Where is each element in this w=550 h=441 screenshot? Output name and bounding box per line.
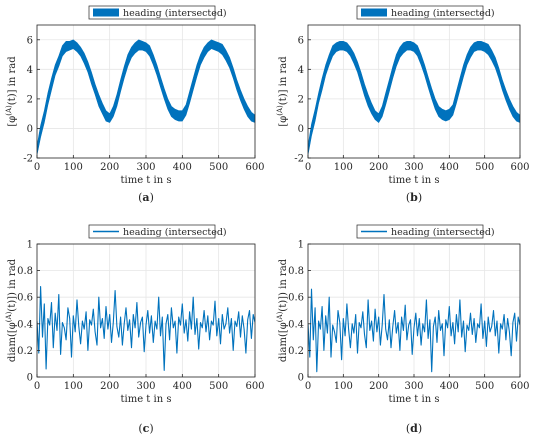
x-tick-label: 600 [245, 381, 264, 392]
y-tick-label: 1 [27, 240, 33, 251]
series-group [308, 288, 520, 373]
x-tick-label: 100 [64, 162, 83, 173]
y-tick-label: 1 [298, 240, 304, 251]
x-tick-label: 400 [440, 162, 459, 173]
y-tick-label: 0.4 [288, 319, 304, 330]
x-tick-label: 100 [334, 162, 353, 173]
legend: heading (intersected) [356, 5, 495, 20]
legend-box [356, 224, 484, 239]
y-tick-label: 0 [27, 373, 33, 384]
y-tick-label: 6 [27, 35, 33, 46]
panel-caption: (c) [138, 422, 153, 435]
x-tick-label: 200 [369, 381, 388, 392]
y-tick-label: 0 [298, 373, 304, 384]
y-tick-label: 0.8 [17, 266, 33, 277]
x-tick-label: 0 [305, 381, 311, 392]
panel-d: 0 100 200 300 400 500 600 0 0.2 0.4 0.6 0.8 1 time t … [276, 224, 530, 405]
y-tick-label: 0.6 [288, 293, 304, 304]
legend-label: heading (intersected) [391, 8, 495, 19]
legend-box [88, 224, 216, 239]
y-tick-label: 0.2 [17, 346, 33, 357]
x-tick-label: 300 [404, 381, 423, 392]
x-tick-label: 600 [510, 162, 529, 173]
legend: heading (intersected) [88, 224, 227, 239]
x-tick-label: 600 [245, 162, 264, 173]
x-tick-label: 400 [440, 381, 459, 392]
series-group [37, 286, 255, 371]
x-tick-label: 500 [475, 381, 494, 392]
x-tick-label: 100 [64, 381, 83, 392]
y-tick-label: 0 [27, 124, 33, 135]
series-group [308, 41, 520, 156]
x-tick-label: 0 [34, 381, 40, 392]
heading-line [37, 286, 255, 371]
y-tick-label: 0.4 [17, 319, 33, 330]
x-tick-label: 500 [209, 381, 228, 392]
y-tick-label: -2 [294, 154, 304, 165]
panel-caption: (a) [138, 191, 154, 204]
legend-label: heading (intersected) [391, 227, 495, 238]
legend-label: heading (intersected) [123, 227, 227, 238]
legend: heading (intersected) [88, 5, 227, 20]
x-tick-label: 0 [305, 162, 311, 173]
heading-band [308, 41, 520, 156]
x-axis-label: time t in s [121, 394, 172, 405]
x-tick-label: 400 [173, 381, 192, 392]
y-axis-label: diam([φ(A)(t)]) in rad [276, 258, 289, 362]
x-tick-label: 200 [100, 381, 119, 392]
heading-line [308, 288, 520, 373]
x-tick-label: 300 [404, 162, 423, 173]
series-group [37, 39, 255, 156]
y-tick-label: 4 [298, 65, 304, 76]
x-tick-label: 200 [369, 162, 388, 173]
x-tick-label: 500 [209, 162, 228, 173]
y-axis-label: [φ(A)(t)] in rad [276, 56, 289, 127]
x-tick-label: 500 [475, 162, 494, 173]
y-tick-label: 4 [27, 65, 33, 76]
x-tick-label: 300 [136, 162, 155, 173]
x-axis-label: time t in s [389, 394, 440, 405]
y-tick-label: -2 [23, 154, 33, 165]
panel-caption: (b) [406, 191, 422, 204]
legend: heading (intersected) [356, 224, 495, 239]
y-tick-label: 0.2 [288, 346, 304, 357]
y-tick-label: 0.8 [288, 266, 304, 277]
legend-label: heading (intersected) [123, 8, 227, 19]
y-axis-label: [φ(A)(t)] in rad [5, 56, 18, 127]
x-axis-label: time t in s [389, 175, 440, 186]
y-tick-label: 6 [298, 35, 304, 46]
y-tick-label: 2 [298, 94, 304, 105]
y-tick-label: 2 [27, 94, 33, 105]
x-tick-label: 400 [173, 162, 192, 173]
panel-c: 0 100 200 300 400 500 600 0 0.2 0.4 0.6 0.8 1 time t … [5, 224, 265, 405]
legend-swatch [361, 8, 387, 17]
x-tick-label: 200 [100, 162, 119, 173]
x-axis-label: time t in s [121, 175, 172, 186]
y-axis-label: diam([φ(A)(t)]) in rad [5, 258, 18, 362]
legend-box [356, 5, 484, 20]
heading-band [37, 39, 255, 156]
panel-caption: (d) [406, 422, 422, 435]
y-tick-label: 0.6 [17, 293, 33, 304]
y-tick-label: 0 [298, 124, 304, 135]
x-tick-label: 600 [510, 381, 529, 392]
x-tick-label: 100 [334, 381, 353, 392]
legend-box [88, 5, 216, 20]
legend-swatch [93, 8, 119, 17]
x-tick-label: 300 [136, 381, 155, 392]
x-tick-label: 0 [34, 162, 40, 173]
